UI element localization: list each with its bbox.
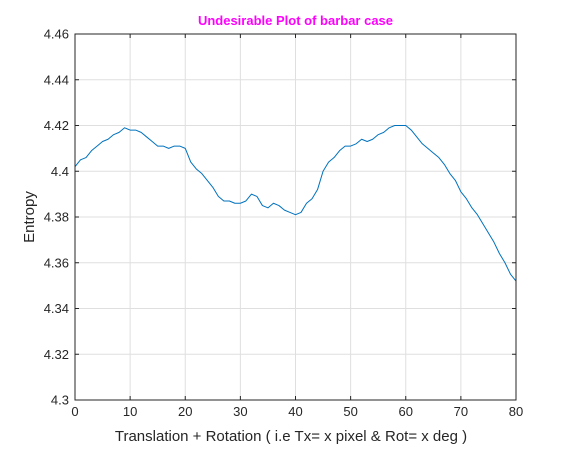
x-tick-label: 70 — [454, 404, 468, 419]
chart-title: Undesirable Plot of barbar case — [198, 13, 393, 28]
y-tick-label: 4.42 — [44, 118, 69, 133]
y-tick-label: 4.32 — [44, 347, 69, 362]
series-layer — [74, 125, 517, 282]
grid — [74, 33, 517, 401]
y-tick-label: 4.38 — [44, 210, 69, 225]
x-tick-label: 30 — [233, 404, 247, 419]
x-tick-label: 0 — [71, 404, 78, 419]
y-axis-label: Entropy — [21, 191, 38, 243]
y-tick-label: 4.3 — [51, 393, 69, 408]
x-tick-label: 40 — [288, 404, 302, 419]
x-tick-label: 80 — [509, 404, 523, 419]
x-tick-label: 20 — [178, 404, 192, 419]
x-tick-label: 50 — [343, 404, 357, 419]
y-tick-label: 4.46 — [44, 27, 69, 42]
y-tick-label: 4.34 — [44, 301, 69, 316]
entropy-series-line — [74, 125, 517, 282]
y-tick-label: 4.36 — [44, 255, 69, 270]
tick-labels: 0 10 20 30 40 50 60 70 804.34.324.344.364.384.44… — [44, 27, 524, 420]
tick-marks — [74, 33, 517, 401]
x-tick-label: 10 — [123, 404, 137, 419]
x-tick-label: 60 — [399, 404, 413, 419]
x-axis-label: Translation + Rotation ( i.e Tx= x pixel… — [115, 428, 467, 445]
y-tick-label: 4.4 — [51, 164, 69, 179]
y-tick-label: 4.44 — [44, 72, 69, 87]
